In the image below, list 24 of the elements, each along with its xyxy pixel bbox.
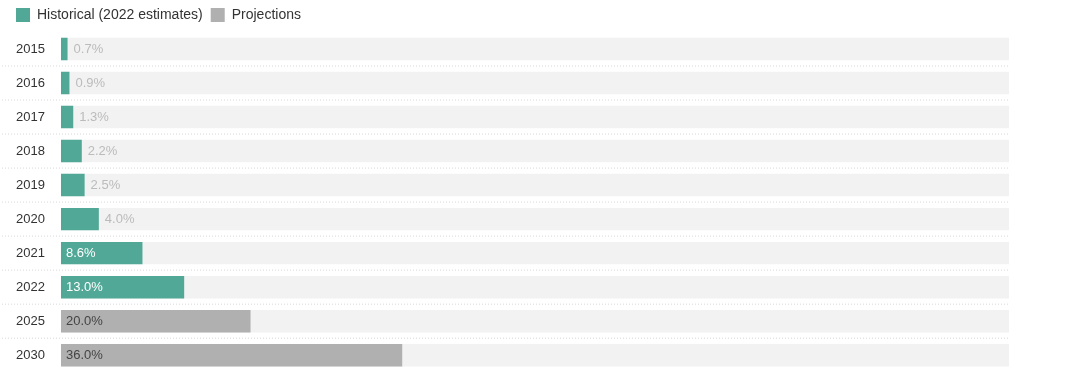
y-tick-label: 2018: [16, 142, 45, 158]
y-tick-label: 2017: [16, 108, 45, 124]
y-tick-label: 2022: [16, 278, 45, 294]
legend-label: Historical (2022 estimates): [37, 5, 203, 22]
data-label: 20.0%: [65, 312, 104, 328]
bar: [60, 71, 70, 95]
bar: [60, 309, 251, 333]
bar: [60, 139, 82, 163]
legend-label: Projections: [231, 5, 301, 22]
data-label: 36.0%: [65, 346, 104, 362]
data-label: 8.6%: [65, 244, 96, 260]
bar: [60, 37, 68, 61]
bar: [60, 105, 74, 129]
y-tick-label: 2019: [16, 176, 45, 192]
bar: [60, 173, 85, 197]
y-tick-label: 2021: [16, 244, 45, 260]
y-tick-label: 2025: [16, 312, 45, 328]
y-tick-label: 2030: [16, 346, 45, 362]
data-label: 13.0%: [65, 278, 104, 294]
bar: [60, 207, 99, 231]
y-tick-label: 2015: [16, 40, 45, 56]
bar: [60, 275, 185, 299]
y-tick-label: 2016: [16, 74, 45, 90]
y-tick-label: 2020: [16, 210, 45, 226]
